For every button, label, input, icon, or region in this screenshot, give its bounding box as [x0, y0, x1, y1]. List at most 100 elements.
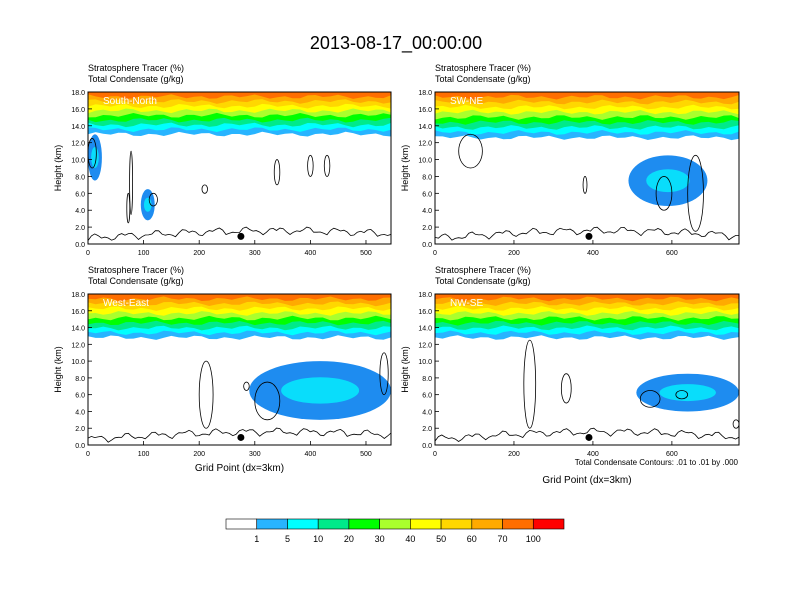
x-axis-label: Grid Point (dx=3km) — [195, 463, 284, 474]
y-tick-label: 14.0 — [418, 326, 432, 333]
x-tick-label: 0 — [86, 451, 90, 458]
condensate-contour — [675, 390, 689, 400]
condensate-contour — [273, 159, 281, 186]
colorbar-tick-label: 60 — [467, 534, 477, 544]
panel-title-line: Total Condensate (g/kg) — [435, 276, 531, 286]
panels: Stratosphere Tracer (%)Total Condensate … — [53, 63, 740, 486]
y-tick-label: 8.0 — [75, 376, 85, 383]
tracer-blob-core — [91, 146, 99, 168]
y-tick-label: 18.0 — [418, 292, 432, 299]
y-tick-label: 16.0 — [71, 107, 85, 114]
colorbar-tick-label: 70 — [498, 534, 508, 544]
y-tick-label: 2.0 — [75, 225, 85, 232]
condensate-contour — [655, 176, 673, 211]
panel-title-line: Stratosphere Tracer (%) — [88, 63, 184, 73]
panel-title-line: Stratosphere Tracer (%) — [435, 265, 531, 275]
plot-area — [88, 92, 391, 244]
panel-label: SW-NE — [450, 96, 483, 107]
colorbar-box — [440, 518, 473, 530]
condensate-contour — [458, 133, 483, 169]
x-axis-label: Grid Point (dx=3km) — [542, 475, 631, 486]
x-tick-label: 300 — [249, 250, 261, 257]
terrain-line — [435, 226, 739, 241]
y-tick-label: 12.0 — [71, 342, 85, 349]
plot-area — [435, 294, 739, 445]
y-tick-label: 14.0 — [71, 326, 85, 333]
y-axis-label: Height (km) — [53, 145, 63, 192]
y-tick-label: 18.0 — [71, 90, 85, 97]
panel-label: NW-SE — [450, 298, 483, 309]
panel-west-east: Stratosphere Tracer (%)Total Condensate … — [53, 265, 392, 474]
contour-note: Total Condensate Contours: .01 to .01 by… — [575, 458, 739, 467]
condensate-contour — [582, 176, 588, 194]
colorbar-tick-label: 100 — [526, 534, 541, 544]
y-tick-label: 4.0 — [75, 409, 85, 416]
colorbar-box — [532, 518, 565, 530]
condensate-contour — [307, 154, 314, 177]
panel-title-line: Total Condensate (g/kg) — [435, 74, 531, 84]
colorbar-box — [471, 518, 503, 530]
condensate-contour — [201, 184, 208, 194]
colorbar-box — [317, 518, 350, 530]
x-tick-label: 300 — [249, 451, 261, 458]
location-marker — [237, 433, 245, 441]
tracer-band — [435, 294, 739, 302]
condensate-contour — [243, 381, 250, 391]
y-tick-label: 2.0 — [422, 225, 432, 232]
colorbar-box — [225, 518, 258, 530]
colorbar-box — [410, 518, 442, 530]
plot-area — [88, 294, 391, 445]
x-tick-label: 0 — [433, 250, 437, 257]
colorbar-tick-label: 1 — [254, 534, 259, 544]
colorbar-box — [256, 518, 288, 530]
colorbar: 1 5 10 20 30 40 50 60 70 100 — [225, 518, 565, 544]
y-axis-label: Height (km) — [400, 346, 410, 393]
x-tick-label: 200 — [193, 250, 205, 257]
plot-frame — [87, 91, 392, 245]
y-tick-label: 4.0 — [422, 208, 432, 215]
y-tick-label: 6.0 — [422, 393, 432, 400]
y-axis-label: Height (km) — [400, 145, 410, 192]
x-tick-label: 400 — [587, 250, 599, 257]
y-tick-label: 14.0 — [71, 124, 85, 131]
y-tick-label: 12.0 — [71, 141, 85, 148]
y-tick-label: 0.0 — [75, 242, 85, 249]
y-tick-label: 8.0 — [75, 174, 85, 181]
x-tick-label: 400 — [305, 451, 317, 458]
y-tick-label: 16.0 — [418, 309, 432, 316]
condensate-contour — [198, 360, 214, 429]
x-tick-label: 600 — [666, 451, 678, 458]
x-tick-label: 100 — [138, 451, 150, 458]
tracer-blob-core — [659, 384, 716, 402]
y-tick-label: 6.0 — [75, 393, 85, 400]
y-tick-label: 2.0 — [422, 426, 432, 433]
y-tick-label: 18.0 — [71, 292, 85, 299]
tracer-band — [88, 294, 391, 301]
terrain-line — [435, 427, 739, 442]
condensate-contour — [687, 154, 704, 232]
y-tick-label: 4.0 — [422, 409, 432, 416]
y-tick-label: 14.0 — [418, 124, 432, 131]
panel-label: South-North — [103, 96, 157, 107]
tracer-band — [88, 92, 391, 99]
plot-frame — [87, 293, 392, 446]
y-tick-label: 10.0 — [418, 359, 432, 366]
colorbar-box — [379, 518, 411, 530]
tracer-blob-core — [646, 169, 690, 193]
condensate-contour — [639, 390, 661, 408]
panel-sw-ne: Stratosphere Tracer (%)Total Condensate … — [400, 63, 740, 257]
y-tick-label: 16.0 — [418, 107, 432, 114]
colorbar-tick-label: 30 — [375, 534, 385, 544]
plot-area — [435, 92, 739, 244]
colorbar-box — [502, 518, 534, 530]
figure-title: 2013-08-17_00:00:00 — [310, 33, 482, 54]
y-tick-label: 18.0 — [418, 90, 432, 97]
location-marker — [585, 232, 593, 240]
panel-title-line: Total Condensate (g/kg) — [88, 276, 184, 286]
y-tick-label: 12.0 — [418, 342, 432, 349]
y-axis-label: Height (km) — [53, 346, 63, 393]
y-tick-label: 0.0 — [75, 443, 85, 450]
condensate-contour — [148, 192, 158, 207]
y-tick-label: 10.0 — [71, 158, 85, 165]
